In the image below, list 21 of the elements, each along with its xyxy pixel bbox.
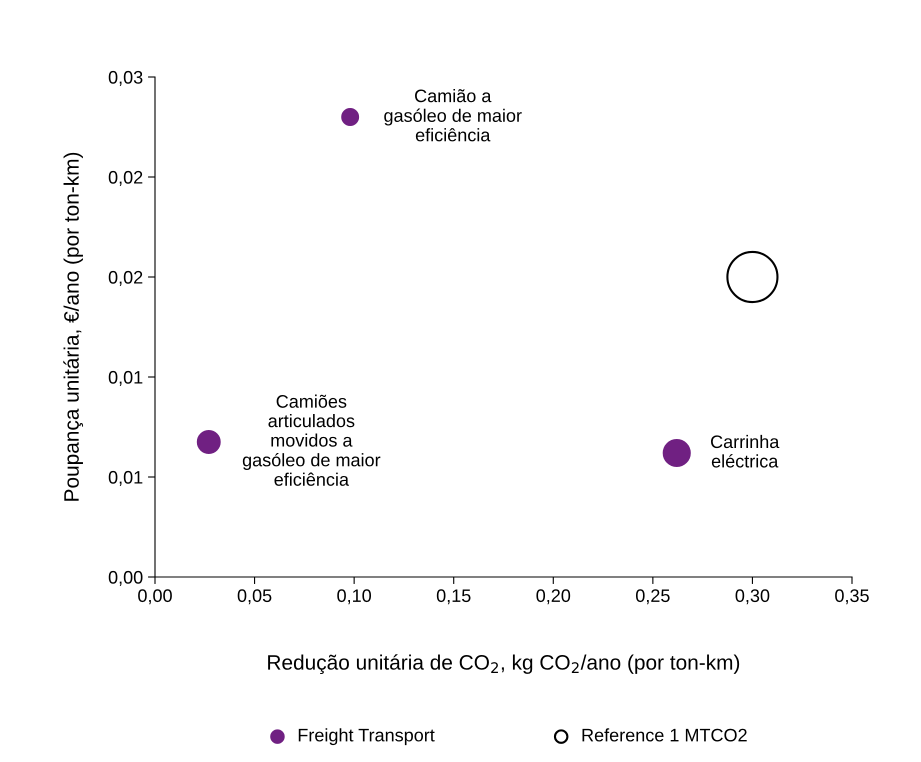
x-axis-title: Redução unitária de CO$_{2}$, kg CO$_{2}$/ano (por ton-km) [268, 654, 740, 674]
y-tick-label: 0,01 [108, 370, 142, 386]
legend-label: Freight Transport [298, 728, 435, 746]
annotation: Carrinha eléctrica [711, 434, 780, 468]
legend-label: Reference 1 MTCO2 [582, 728, 747, 742]
x-tick-label: 0,20 [536, 589, 570, 604]
annotation: Camião a gasóleo de maior eficiência [384, 89, 522, 142]
x-tick-label: 0,35 [835, 589, 869, 604]
x-tick-label: 0,15 [436, 589, 471, 604]
x-tick-label: 0,25 [636, 589, 670, 604]
y-tick-label: 0,02 [108, 270, 142, 286]
x-tick-label: 0,30 [736, 589, 770, 604]
annotation: Camiões articulados movidos a gasóleo de maior eficiência [242, 394, 380, 486]
y-tick-label: 0,00 [108, 570, 142, 586]
y-tick-label: 0,03 [108, 70, 142, 86]
y-axis-title: Poupança unitária, €/ano (por ton-km) [63, 152, 84, 501]
y-tick-label: 0,02 [108, 170, 142, 186]
x-tick-label: 0,10 [337, 589, 372, 604]
y-tick-label: 0,01 [108, 470, 142, 486]
x-tick-label: 0,05 [238, 589, 272, 604]
x-tick-label: 0,00 [138, 589, 172, 604]
